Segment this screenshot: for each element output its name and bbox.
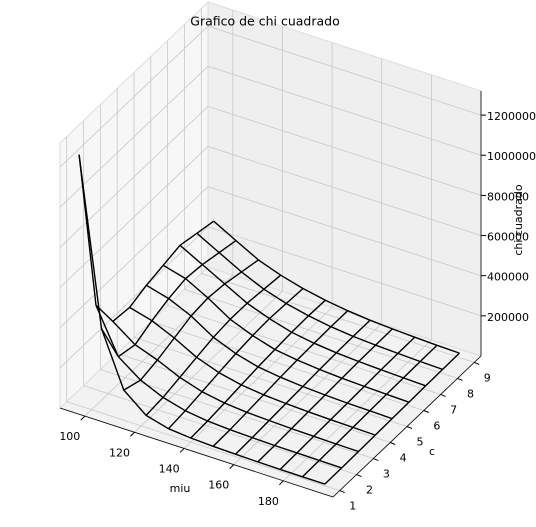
y-tick: [457, 377, 463, 381]
grid-line: [83, 120, 357, 475]
y-tick-label: 2: [366, 484, 373, 497]
y-tick-label: 7: [450, 403, 457, 416]
x-tick: [80, 415, 86, 421]
grid-line: [59, 186, 482, 328]
y-tick-label: 5: [417, 436, 424, 449]
wire-line: [95, 305, 342, 469]
grid-line: [59, 65, 482, 208]
x-tick: [279, 480, 284, 486]
x-tick-label: 160: [208, 479, 229, 492]
wire-line: [196, 232, 443, 371]
grid-line: [134, 26, 283, 433]
grid-line: [133, 72, 408, 427]
y-axis: [332, 355, 482, 498]
x-axis-label: miu: [170, 482, 191, 495]
grid-line: [184, 24, 458, 379]
wire-line: [162, 264, 410, 403]
x-axis: [59, 407, 334, 498]
z-tick-label: 1200000: [487, 110, 536, 123]
z-tick-label: 1000000: [487, 150, 536, 163]
y-tick-label: 9: [484, 371, 491, 384]
y-tick: [423, 410, 430, 413]
wire-line: [146, 284, 393, 420]
grid-line: [59, 226, 482, 369]
x-tick-label: 180: [258, 495, 279, 508]
y-tick-label: 8: [467, 387, 474, 400]
x-tick-label: 140: [159, 462, 180, 475]
grid-line: [59, 105, 482, 248]
y-axis-label: c: [429, 445, 435, 458]
y-tick: [356, 474, 362, 478]
grid-line: [167, 40, 441, 395]
x-tick: [179, 448, 185, 453]
z-tick-label: 200000: [487, 311, 529, 324]
z-tick-label: 400000: [487, 271, 529, 284]
y-tick-label: 1: [349, 500, 356, 513]
z-axis-label: chi cuadrado: [512, 184, 525, 256]
y-tick: [373, 458, 379, 462]
y-tick: [339, 490, 345, 494]
x-tick: [229, 464, 235, 469]
y-tick-label: 6: [433, 419, 440, 432]
y-tick: [389, 442, 396, 445]
grid-line: [183, 42, 333, 449]
wire-line: [213, 220, 460, 354]
y-tick: [406, 426, 413, 429]
grid-line: [59, 25, 482, 168]
chart-title: Grafico de chi cuadrado: [190, 14, 339, 29]
y-tick: [474, 361, 480, 365]
grid-line: [100, 104, 374, 459]
y-tick: [440, 393, 446, 397]
x-tick-label: 100: [59, 430, 80, 443]
wire-line: [112, 320, 359, 453]
grid-line: [283, 74, 432, 482]
grid-line: [59, 146, 482, 288]
wire-line: [78, 154, 326, 485]
y-tick-label: 3: [383, 468, 390, 481]
wire-line: [129, 306, 376, 436]
x-tick: [130, 431, 135, 437]
y-tick-label: 4: [400, 452, 407, 465]
z-tick-label: 800000: [487, 190, 529, 203]
grid-line: [66, 136, 340, 491]
grid-line: [84, 10, 234, 417]
z-tick-label: 600000: [487, 231, 529, 244]
wire-line: [179, 244, 426, 387]
x-tick-label: 120: [109, 446, 130, 459]
grid-line: [200, 8, 475, 363]
grid-line: [233, 58, 383, 465]
